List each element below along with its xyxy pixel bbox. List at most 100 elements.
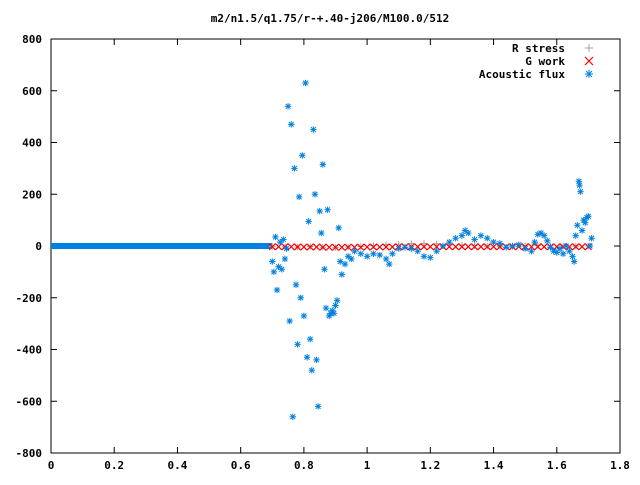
star-point <box>288 121 295 128</box>
star-point <box>337 258 344 265</box>
star-point <box>465 229 472 237</box>
cross-point <box>325 243 333 251</box>
star-point <box>299 152 306 159</box>
legend-cross-icon <box>584 56 594 66</box>
star-point <box>284 103 292 110</box>
series-g-work <box>268 243 593 251</box>
y-tick-label: 400 <box>22 137 42 150</box>
star-point <box>314 403 322 410</box>
star-point <box>330 310 338 317</box>
cross-point <box>496 243 504 251</box>
star-point <box>563 242 570 250</box>
star-point <box>574 222 581 229</box>
star-point <box>281 255 289 263</box>
y-tick-label: 600 <box>22 85 42 98</box>
star-point <box>586 242 594 250</box>
star-point <box>302 79 309 87</box>
star-point <box>297 294 304 301</box>
star-point <box>547 244 554 251</box>
star-point <box>576 181 583 189</box>
star-point <box>338 271 346 278</box>
cross-point <box>344 243 352 251</box>
star-point <box>335 224 342 232</box>
star-point <box>321 266 328 273</box>
star-point <box>496 240 504 247</box>
star-point <box>471 236 478 243</box>
star-point <box>269 258 276 265</box>
star-point <box>484 235 491 242</box>
star-point <box>386 260 393 268</box>
star-point <box>308 367 315 374</box>
star-point <box>439 242 447 250</box>
star-point <box>348 255 355 263</box>
x-tick-label: 1.2 <box>420 459 440 472</box>
cross-point <box>312 243 321 251</box>
star-point <box>414 247 421 255</box>
cross-point <box>534 243 542 251</box>
cross-point <box>363 243 371 251</box>
cross-point <box>540 243 548 251</box>
star-point <box>556 245 564 252</box>
x-tick-label: 0.2 <box>104 459 124 472</box>
star-point <box>357 250 364 257</box>
star-point <box>577 188 584 195</box>
star-point <box>311 191 319 198</box>
x-tick-label: 0.4 <box>168 459 188 472</box>
cross-point <box>306 243 314 251</box>
cross-point <box>388 243 397 251</box>
acoustic-flux-band <box>51 243 273 249</box>
star-point <box>333 297 341 304</box>
star-point <box>351 247 358 255</box>
cross-point <box>578 243 586 251</box>
cross-point <box>376 243 384 251</box>
cross-point <box>470 243 479 251</box>
cross-point <box>319 243 327 251</box>
star-point <box>283 245 290 252</box>
star-point <box>319 161 327 168</box>
cross-point <box>331 243 340 251</box>
x-tick-label: 1.6 <box>547 459 567 472</box>
star-point <box>588 235 595 242</box>
star-point <box>370 250 377 257</box>
y-tick-label: -200 <box>16 292 43 305</box>
star-point <box>540 232 548 239</box>
star-point <box>307 335 314 343</box>
x-tick-label: 1.4 <box>484 459 504 472</box>
star-point <box>570 258 578 265</box>
star-point <box>408 245 415 252</box>
chart-title: m2/n1.5/q1.75/r-+.40-j206/M100.0/512 <box>211 12 449 25</box>
cross-point <box>420 243 428 251</box>
star-point <box>446 238 453 246</box>
cross-point <box>382 243 390 251</box>
star-point <box>310 126 317 133</box>
star-point <box>515 241 523 248</box>
y-tick-label: 200 <box>22 188 42 201</box>
cross-point <box>369 243 378 251</box>
star-point <box>292 281 300 289</box>
star-point <box>313 356 320 364</box>
star-point <box>458 232 466 239</box>
star-point <box>528 247 535 255</box>
cross-point <box>300 243 308 251</box>
star-point <box>395 245 402 252</box>
star-point <box>521 245 529 252</box>
star-point <box>427 254 434 261</box>
y-tick-label: -800 <box>16 447 43 460</box>
star-point <box>363 253 371 260</box>
star-point <box>322 304 330 312</box>
cross-point <box>338 243 346 251</box>
x-tick-label: 0.6 <box>231 459 251 472</box>
series-acoustic-flux <box>269 79 595 420</box>
star-point <box>324 206 331 213</box>
star-point <box>291 165 298 172</box>
cross-point <box>274 243 283 251</box>
star-point <box>376 251 383 259</box>
star-point <box>273 286 281 294</box>
star-point <box>578 227 586 234</box>
star-point <box>582 219 589 226</box>
cross-point <box>483 243 491 251</box>
star-point <box>566 247 573 255</box>
cross-point <box>293 243 302 251</box>
